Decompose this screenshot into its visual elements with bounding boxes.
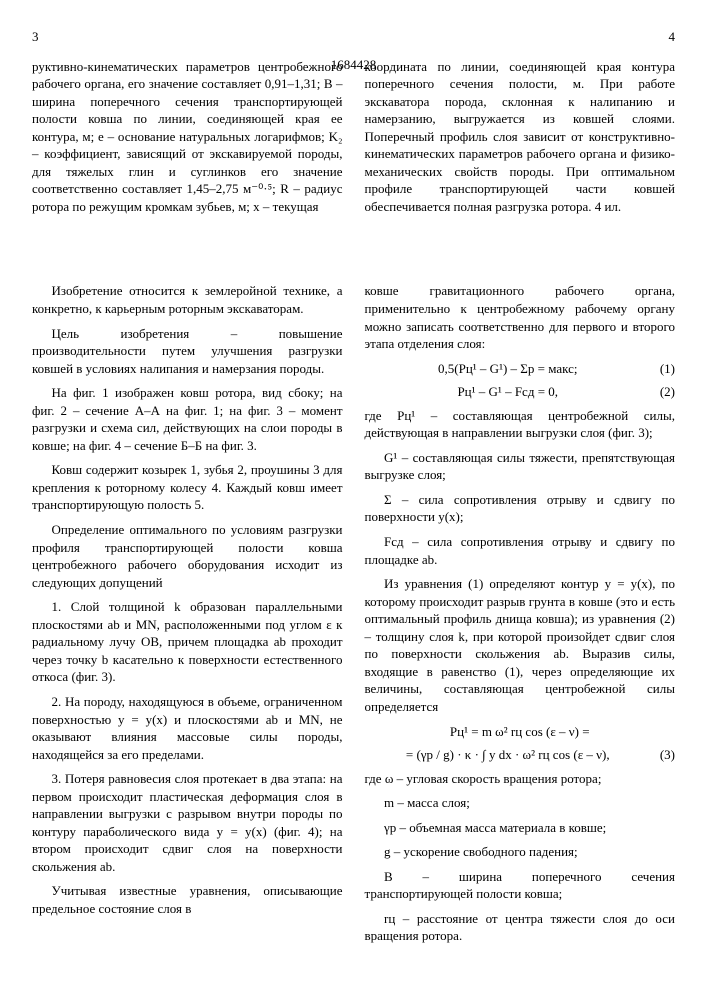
para-13: Σ – сила сопротивления отрыву и сдвигу п… xyxy=(365,491,676,526)
page-number-right: 4 xyxy=(669,28,676,46)
equation-2: Pц¹ – G¹ – Fсд = 0, (2) xyxy=(365,383,676,401)
equation-3b-body: = (γp / g) · κ · ∫ y dx · ω² rц cos (ε –… xyxy=(365,746,652,764)
page-number-left: 3 xyxy=(32,28,39,46)
para-21: rц – расстояние от центра тяжести слоя д… xyxy=(365,910,676,945)
para-11: где Pц¹ – составляющая центробежной силы… xyxy=(365,407,676,442)
para-12: G¹ – составляющая силы тяжести, препятст… xyxy=(365,449,676,484)
equation-1-body: 0,5(Pц¹ – G¹) – Σp = макс; xyxy=(365,360,652,378)
equation-3a: Pц¹ = m ω² rц cos (ε – ν) = xyxy=(365,723,676,741)
description-body: Изобретение относится к землеройной техн… xyxy=(32,282,675,945)
para-8: 3. Потеря равновесия слоя протекает в дв… xyxy=(32,770,343,875)
para-17: m – масса слоя; xyxy=(365,794,676,812)
equation-3b: = (γp / g) · κ · ∫ y dx · ω² rц cos (ε –… xyxy=(365,746,676,764)
abstract-left: руктивно-кинематических параметров центр… xyxy=(32,58,343,216)
para-18: γp – объемная масса материала в ковше; xyxy=(365,819,676,837)
equation-2-body: Pц¹ – G¹ – Fсд = 0, xyxy=(365,383,652,401)
para-20: B – ширина поперечного сечения транспорт… xyxy=(365,868,676,903)
para-1: Изобретение относится к землеройной техн… xyxy=(32,282,343,317)
equation-3b-num: (3) xyxy=(651,746,675,764)
para-19: g – ускорение свободного падения; xyxy=(365,843,676,861)
para-14: Fсд – сила сопротивления отрыву и сдвигу… xyxy=(365,533,676,568)
patent-number: 1684428 xyxy=(331,56,377,74)
para-10: ковше гравитационного рабочего органа, п… xyxy=(365,282,676,352)
para-16: где ω – угловая скорость вращения ротора… xyxy=(365,770,676,788)
abstract-continuation: руктивно-кинематических параметров центр… xyxy=(32,58,675,223)
para-9: Учитывая известные уравнения, описывающи… xyxy=(32,882,343,917)
para-2: Цель изобретения – повышение производите… xyxy=(32,325,343,378)
para-7: 2. На породу, находящуюся в объеме, огра… xyxy=(32,693,343,763)
para-5: Определение оптимального по условиям раз… xyxy=(32,521,343,591)
para-6: 1. Слой толщиной k образован параллельны… xyxy=(32,598,343,686)
para-4: Ковш содержит козырек 1, зубья 2, проуши… xyxy=(32,461,343,514)
equation-2-num: (2) xyxy=(651,383,675,401)
equation-1: 0,5(Pц¹ – G¹) – Σp = макс; (1) xyxy=(365,360,676,378)
abstract-right: координата по линии, соединяющей края ко… xyxy=(365,58,676,216)
equation-1-num: (1) xyxy=(651,360,675,378)
para-3: На фиг. 1 изображен ковш ротора, вид сбо… xyxy=(32,384,343,454)
para-15: Из уравнения (1) определяют контур y = y… xyxy=(365,575,676,715)
